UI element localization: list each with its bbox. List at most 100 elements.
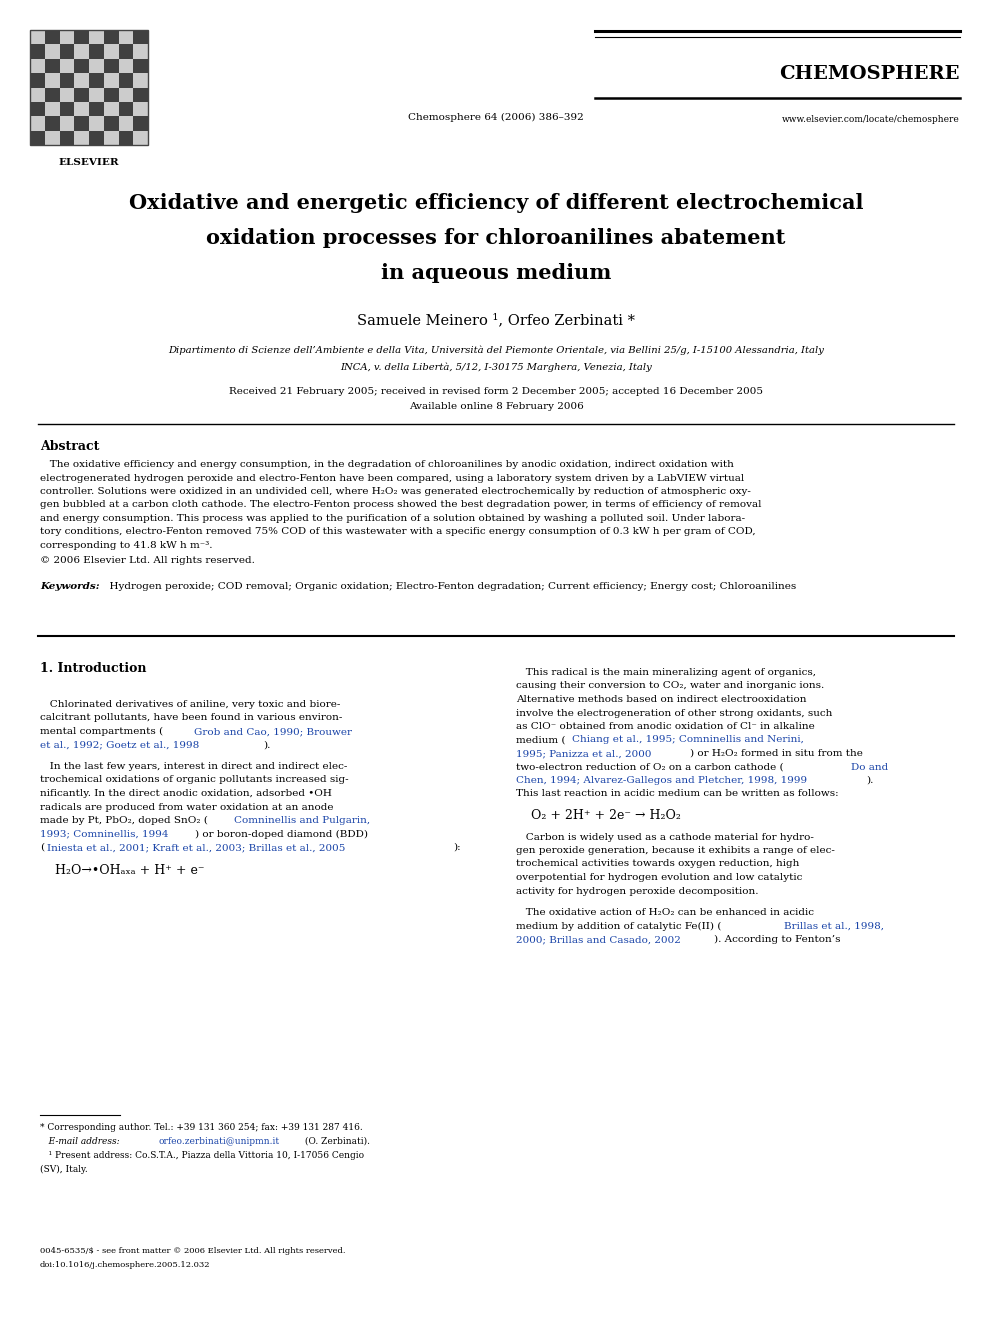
Bar — [133, 73, 148, 87]
Text: Carbon is widely used as a cathode material for hydro-: Carbon is widely used as a cathode mater… — [516, 832, 813, 841]
Text: oxidation processes for chloroanilines abatement: oxidation processes for chloroanilines a… — [206, 228, 786, 247]
Text: ) or H₂O₂ formed in situ from the: ) or H₂O₂ formed in situ from the — [690, 749, 863, 758]
Bar — [74, 73, 89, 87]
Text: (SV), Italy.: (SV), Italy. — [40, 1166, 87, 1174]
Bar — [45, 102, 60, 116]
Bar — [133, 131, 148, 146]
Bar — [89, 116, 104, 131]
Text: gen bubbled at a carbon cloth cathode. The electro-Fenton process showed the bes: gen bubbled at a carbon cloth cathode. T… — [40, 500, 762, 509]
Bar — [30, 30, 148, 146]
Text: involve the electrogeneration of other strong oxidants, such: involve the electrogeneration of other s… — [516, 709, 832, 717]
Bar — [118, 45, 133, 58]
Bar — [89, 58, 104, 73]
Bar — [89, 87, 104, 102]
Text: 1995; Panizza et al., 2000: 1995; Panizza et al., 2000 — [516, 749, 652, 758]
Bar — [74, 102, 89, 116]
Text: nificantly. In the direct anodic oxidation, adsorbed •OH: nificantly. In the direct anodic oxidati… — [40, 789, 332, 798]
Bar — [74, 87, 89, 102]
Text: mental compartments (: mental compartments ( — [40, 728, 163, 736]
Text: ¹ Present address: Co.S.T.A., Piazza della Vittoria 10, I-17056 Cengio: ¹ Present address: Co.S.T.A., Piazza del… — [40, 1151, 364, 1160]
Text: This last reaction in acidic medium can be written as follows:: This last reaction in acidic medium can … — [516, 790, 838, 799]
Bar — [104, 30, 118, 45]
Bar — [89, 102, 104, 116]
Text: trochemical oxidations of organic pollutants increased sig-: trochemical oxidations of organic pollut… — [40, 775, 348, 785]
Bar — [118, 73, 133, 87]
Bar — [104, 102, 118, 116]
Text: The oxidative action of H₂O₂ can be enhanced in acidic: The oxidative action of H₂O₂ can be enha… — [516, 908, 814, 917]
Text: This radical is the main mineralizing agent of organics,: This radical is the main mineralizing ag… — [516, 668, 816, 677]
Text: ). According to Fenton’s: ). According to Fenton’s — [714, 935, 840, 945]
Text: causing their conversion to CO₂, water and inorganic ions.: causing their conversion to CO₂, water a… — [516, 681, 824, 691]
Text: 2000; Brillas and Casado, 2002: 2000; Brillas and Casado, 2002 — [516, 935, 681, 945]
Bar — [60, 73, 74, 87]
Text: CHEMOSPHERE: CHEMOSPHERE — [780, 65, 960, 83]
Bar — [133, 116, 148, 131]
Text: (O. Zerbinati).: (O. Zerbinati). — [302, 1136, 370, 1146]
Text: Dipartimento di Scienze dell’Ambiente e della Vita, Università del Piemonte Orie: Dipartimento di Scienze dell’Ambiente e … — [168, 347, 824, 356]
Bar — [45, 131, 60, 146]
Text: * Corresponding author. Tel.: +39 131 360 254; fax: +39 131 287 416.: * Corresponding author. Tel.: +39 131 36… — [40, 1123, 363, 1132]
Text: 1. Introduction: 1. Introduction — [40, 662, 147, 675]
Text: Chemosphere 64 (2006) 386–392: Chemosphere 64 (2006) 386–392 — [408, 112, 584, 122]
Bar — [45, 73, 60, 87]
Text: calcitrant pollutants, have been found in various environ-: calcitrant pollutants, have been found i… — [40, 713, 342, 722]
Bar — [104, 45, 118, 58]
Text: The oxidative efficiency and energy consumption, in the degradation of chloroani: The oxidative efficiency and energy cons… — [40, 460, 734, 468]
Text: activity for hydrogen peroxide decomposition.: activity for hydrogen peroxide decomposi… — [516, 886, 759, 896]
Text: controller. Solutions were oxidized in an undivided cell, where H₂O₂ was generat: controller. Solutions were oxidized in a… — [40, 487, 751, 496]
Text: Samuele Meinero ¹, Orfeo Zerbinati *: Samuele Meinero ¹, Orfeo Zerbinati * — [357, 314, 635, 327]
Bar — [30, 131, 45, 146]
Text: medium (: medium ( — [516, 736, 565, 745]
Text: E-mail address:: E-mail address: — [40, 1136, 122, 1146]
Text: two-electron reduction of O₂ on a carbon cathode (: two-electron reduction of O₂ on a carbon… — [516, 762, 784, 771]
Bar — [89, 30, 104, 45]
Bar — [60, 102, 74, 116]
Text: and energy consumption. This process was applied to the purification of a soluti: and energy consumption. This process was… — [40, 515, 745, 523]
Bar — [74, 45, 89, 58]
Text: Comninellis and Pulgarin,: Comninellis and Pulgarin, — [234, 816, 370, 826]
Bar — [30, 30, 45, 45]
Text: Received 21 February 2005; received in revised form 2 December 2005; accepted 16: Received 21 February 2005; received in r… — [229, 388, 763, 396]
Text: ) or boron-doped diamond (BDD): ) or boron-doped diamond (BDD) — [195, 830, 368, 839]
Text: radicals are produced from water oxidation at an anode: radicals are produced from water oxidati… — [40, 803, 333, 811]
Bar — [74, 58, 89, 73]
Bar — [45, 30, 60, 45]
Text: Do and: Do and — [851, 762, 888, 771]
Text: Grob and Cao, 1990; Brouwer: Grob and Cao, 1990; Brouwer — [194, 728, 352, 736]
Text: Alternative methods based on indirect electrooxidation: Alternative methods based on indirect el… — [516, 695, 806, 704]
Text: trochemical activities towards oxygen reduction, high: trochemical activities towards oxygen re… — [516, 860, 800, 868]
Text: © 2006 Elsevier Ltd. All rights reserved.: © 2006 Elsevier Ltd. All rights reserved… — [40, 557, 255, 565]
Text: O₂ + 2H⁺ + 2e⁻ → H₂O₂: O₂ + 2H⁺ + 2e⁻ → H₂O₂ — [531, 808, 681, 822]
Bar — [60, 116, 74, 131]
Text: Chen, 1994; Alvarez-Gallegos and Pletcher, 1998, 1999: Chen, 1994; Alvarez-Gallegos and Pletche… — [516, 777, 807, 785]
Bar — [30, 87, 45, 102]
Bar — [30, 73, 45, 87]
Text: Keywords:: Keywords: — [40, 582, 99, 591]
Bar — [133, 45, 148, 58]
Text: Brillas et al., 1998,: Brillas et al., 1998, — [784, 922, 884, 930]
Bar — [133, 58, 148, 73]
Bar — [133, 102, 148, 116]
Bar — [118, 58, 133, 73]
Text: Abstract: Abstract — [40, 441, 99, 452]
Text: as ClO⁻ obtained from anodic oxidation of Cl⁻ in alkaline: as ClO⁻ obtained from anodic oxidation o… — [516, 722, 814, 732]
Bar — [118, 102, 133, 116]
Text: in aqueous medium: in aqueous medium — [381, 263, 611, 283]
Bar — [74, 116, 89, 131]
Bar — [45, 116, 60, 131]
Bar — [60, 87, 74, 102]
Text: corresponding to 41.8 kW h m⁻³.: corresponding to 41.8 kW h m⁻³. — [40, 541, 212, 550]
Bar — [74, 30, 89, 45]
Bar — [89, 45, 104, 58]
Bar — [104, 87, 118, 102]
Text: overpotential for hydrogen evolution and low catalytic: overpotential for hydrogen evolution and… — [516, 873, 803, 882]
Bar — [118, 30, 133, 45]
Text: tory conditions, electro-Fenton removed 75% COD of this wastewater with a specif: tory conditions, electro-Fenton removed … — [40, 528, 756, 537]
Bar — [133, 87, 148, 102]
Text: et al., 1992; Goetz et al., 1998: et al., 1992; Goetz et al., 1998 — [40, 741, 199, 750]
Text: ELSEVIER: ELSEVIER — [59, 157, 119, 167]
Text: INCA, v. della Libertà, 5/12, I-30175 Marghera, Venezia, Italy: INCA, v. della Libertà, 5/12, I-30175 Ma… — [340, 363, 652, 373]
Text: www.elsevier.com/locate/chemosphere: www.elsevier.com/locate/chemosphere — [783, 115, 960, 124]
Text: made by Pt, PbO₂, doped SnO₂ (: made by Pt, PbO₂, doped SnO₂ ( — [40, 816, 208, 826]
Bar — [30, 58, 45, 73]
